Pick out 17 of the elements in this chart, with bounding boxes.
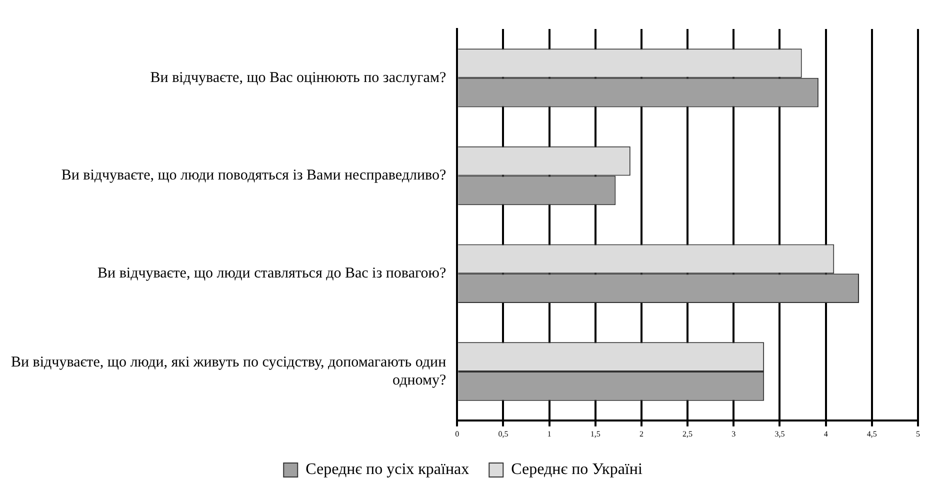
- x-tick-label: 2: [639, 429, 644, 438]
- x-tick-label: 4,5: [866, 429, 877, 438]
- x-tick-label: 1,5: [590, 429, 600, 438]
- x-tick-label: 2,5: [682, 429, 693, 438]
- x-tick-label: 0,5: [498, 429, 508, 438]
- x-tick-label: 0: [455, 429, 460, 438]
- x-tick-label: 5: [916, 429, 920, 438]
- y-tick-label: Ви відчуваєте, що люди ставляться до Вас із повагою?: [98, 266, 446, 282]
- y-tick-label: Ви відчуваєте, що Вас оцінюють по заслугам?: [150, 70, 446, 86]
- legend-label: Середнє по усіх країнах: [306, 461, 470, 478]
- y-tick-label: Ви відчуваєте, що люди, які живуть по сусідству, допомагають один одному?: [10, 354, 446, 388]
- x-tick-label: 4: [824, 429, 828, 438]
- x-tick-label: 1: [547, 429, 552, 438]
- x-tick-label: 3: [732, 429, 736, 438]
- y-tick-label: Ви відчуваєте, що люди поводяться із Вами несправедливо?: [61, 168, 446, 184]
- legend-label: Середнє по Україні: [511, 461, 643, 478]
- x-tick-label: 3,5: [774, 429, 785, 438]
